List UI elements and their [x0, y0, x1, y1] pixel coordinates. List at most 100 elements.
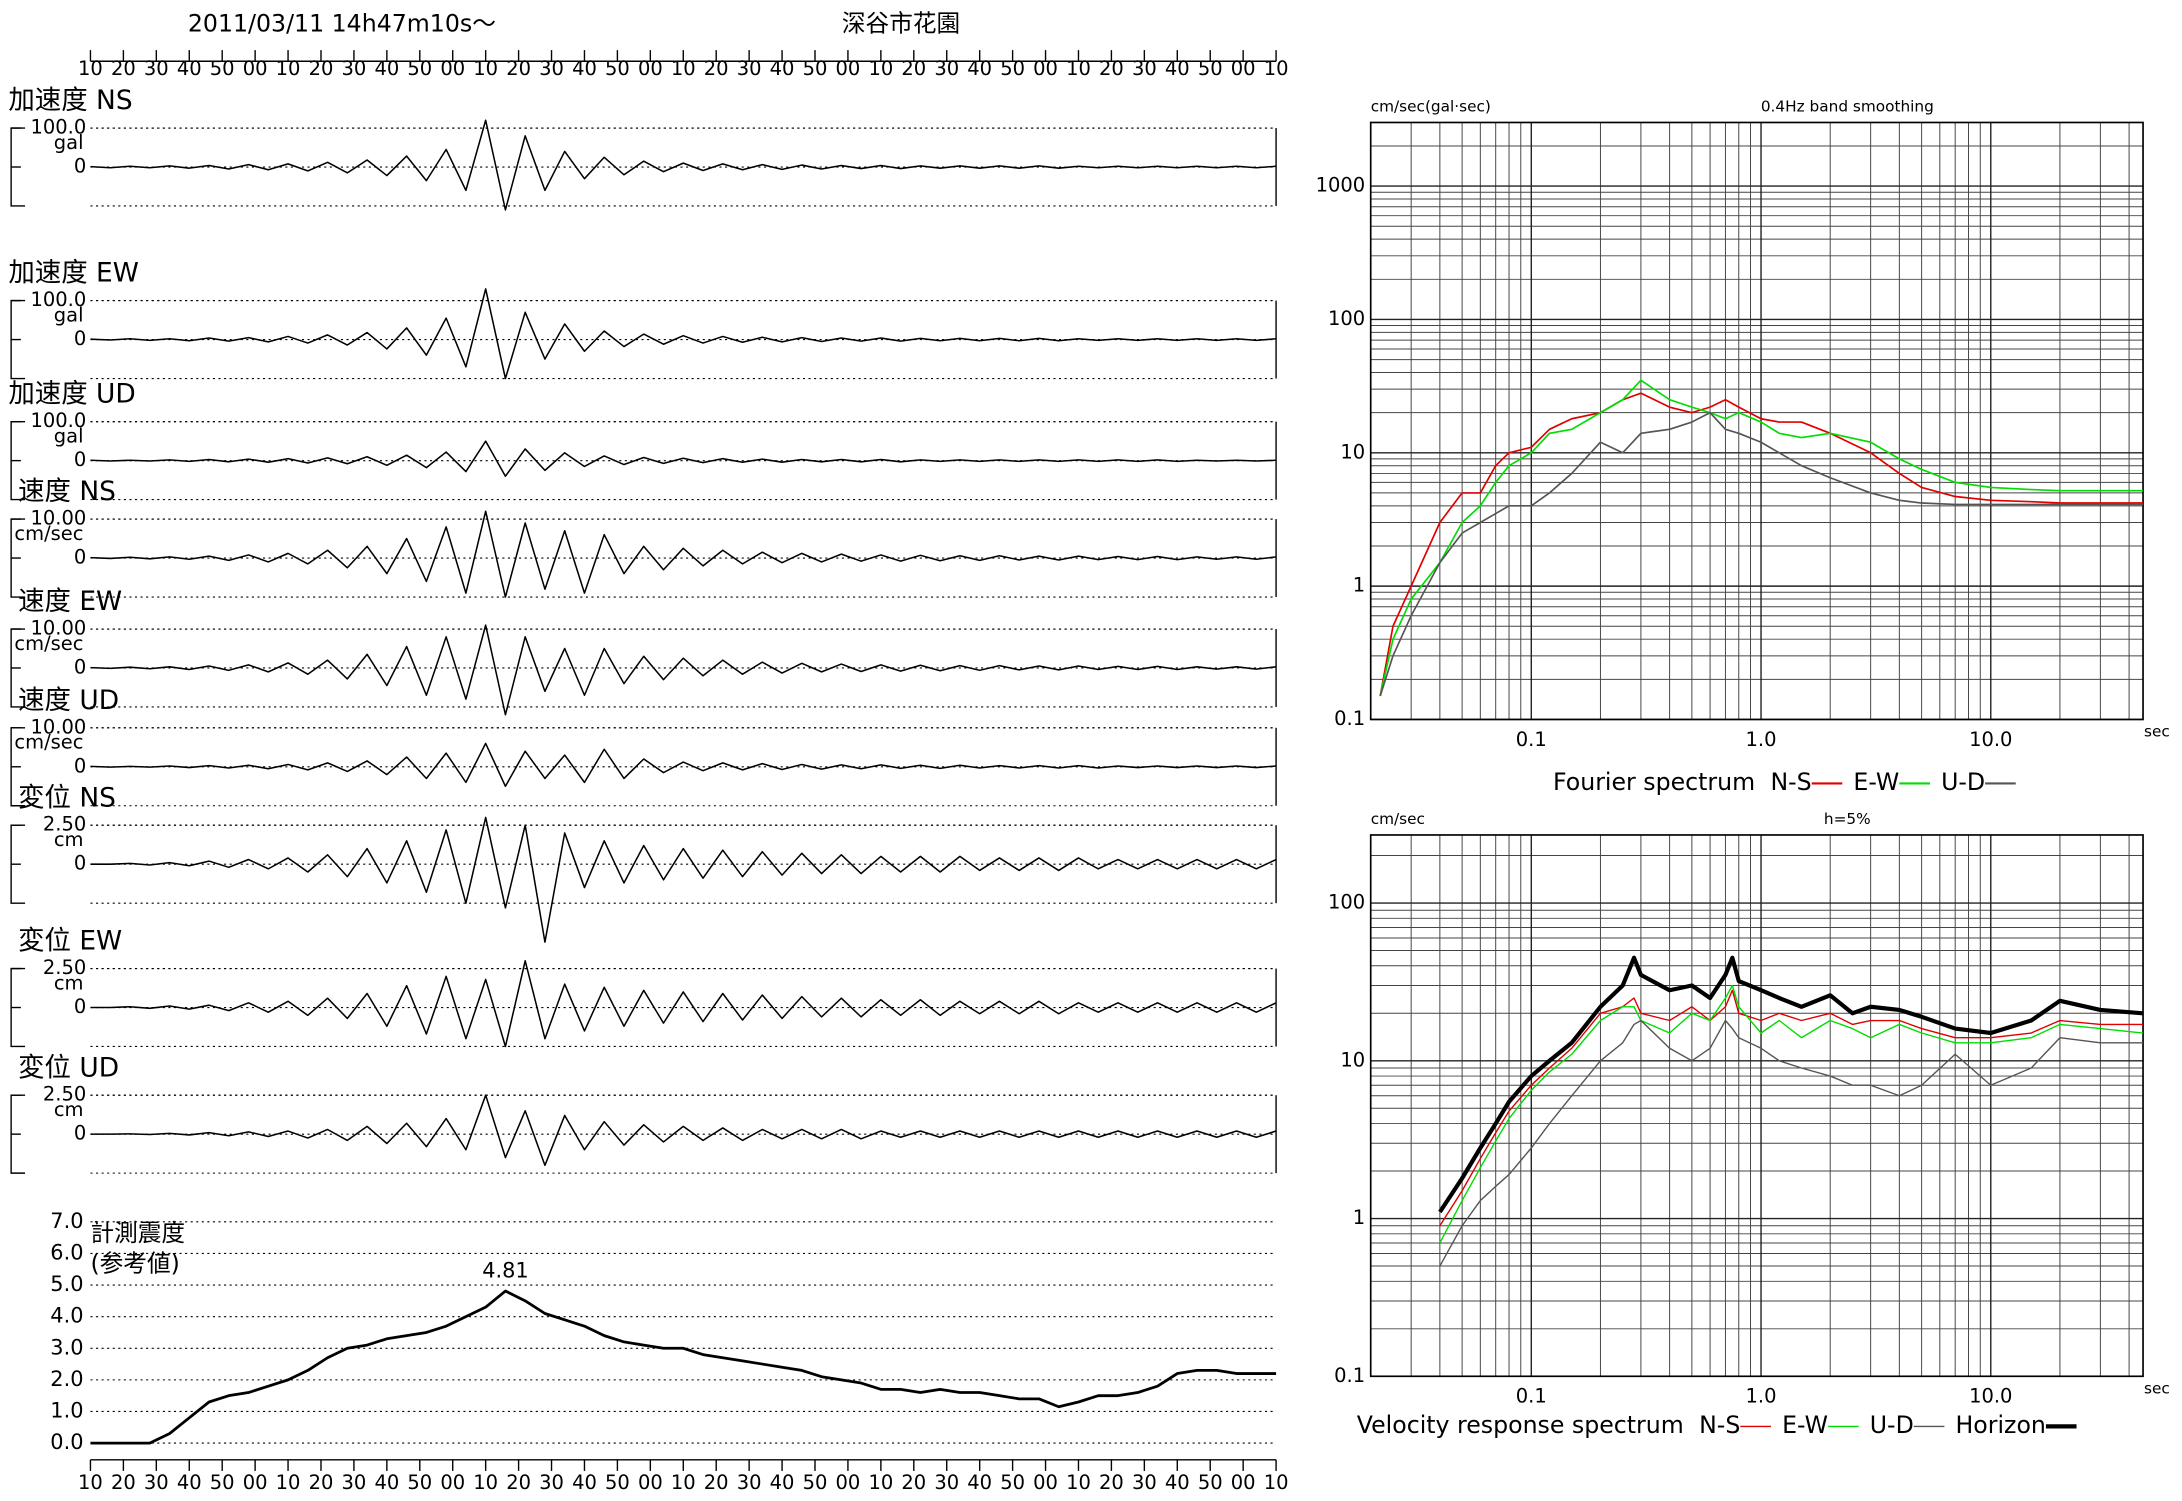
time-tick-label: 30	[737, 1471, 762, 1494]
panel-title: 変位 EW	[18, 926, 122, 957]
time-tick-label: 50	[407, 1471, 432, 1494]
time-tick-label: 50	[1000, 1471, 1025, 1494]
time-tick-label: 10	[868, 57, 893, 80]
waveform	[90, 440, 1277, 477]
y-tick-label: 0	[74, 448, 86, 471]
y-tick-label: 10	[1340, 1048, 1365, 1071]
time-tick-label: 10	[473, 57, 498, 80]
panel-title: 加速度 UD	[8, 379, 135, 410]
panel-subtitle: (参考値)	[90, 1249, 179, 1277]
time-tick-label: 10	[276, 1471, 301, 1494]
y-tick-label: 0.1	[1334, 707, 1365, 730]
y-unit: gal	[54, 303, 84, 326]
time-tick-label: 30	[539, 57, 564, 80]
time-tick-label: 50	[210, 1471, 235, 1494]
time-tick-label: 40	[967, 57, 992, 80]
time-tick-label: 30	[934, 57, 959, 80]
waveform	[90, 288, 1277, 380]
plot-frame	[1369, 834, 2144, 1378]
station-name: 深谷市花園	[842, 10, 960, 38]
time-tick-label: 50	[605, 1471, 630, 1494]
y-axis-label: cm/sec	[1371, 810, 1425, 828]
time-tick-label: 20	[506, 57, 531, 80]
time-tick-label: 50	[803, 57, 828, 80]
legend-title: Velocity response spectrum	[1357, 1411, 1684, 1439]
y-tick-label: 100	[1328, 307, 1365, 330]
time-tick-label: 10	[1264, 57, 1289, 80]
panel-title: 計測震度	[90, 1219, 185, 1247]
time-tick-label: 10	[78, 1471, 103, 1494]
y-tick-label: 0	[74, 327, 86, 350]
time-tick-label: 20	[901, 1471, 926, 1494]
x-axis-unit: sec	[2144, 722, 2170, 740]
time-tick-label: 20	[1099, 57, 1124, 80]
y-tick-label: 4.0	[50, 1304, 83, 1328]
y-tick-label: 0	[74, 655, 86, 678]
y-tick-label: 6.0	[50, 1240, 83, 1264]
panel-title: 速度 UD	[18, 685, 119, 716]
y-tick-label: 10.00	[31, 617, 87, 640]
chart-subtitle: 0.4Hz band smoothing	[1761, 98, 1934, 116]
intensity-line	[90, 1289, 1277, 1445]
time-tick-label: 20	[704, 57, 729, 80]
time-tick-label: 10	[1066, 57, 1091, 80]
time-tick-label: 10	[473, 1471, 498, 1494]
time-tick-label: 20	[309, 1471, 334, 1494]
panel-title: 変位 NS	[18, 782, 116, 813]
time-tick-label: 40	[177, 57, 202, 80]
time-tick-label: 10	[78, 57, 103, 80]
time-tick-label: 20	[309, 57, 334, 80]
y-tick-label: 0.0	[50, 1430, 83, 1454]
y-tick-label: 0	[74, 546, 86, 569]
time-tick-label: 50	[407, 57, 432, 80]
time-tick-label: 00	[243, 57, 268, 80]
panel-title: 速度 EW	[18, 586, 122, 617]
spectrum-line	[1379, 379, 2144, 697]
time-tick-label: 10	[671, 1471, 696, 1494]
peak-annotation: 4.81	[482, 1259, 528, 1283]
x-tick-label: 0.1	[1516, 728, 1547, 751]
legend-label: E-W	[1782, 1411, 1828, 1439]
time-tick-label: 40	[770, 1471, 795, 1494]
time-tick-label: 50	[210, 57, 235, 80]
y-unit: gal	[54, 131, 84, 154]
panel-title: 変位 UD	[18, 1052, 119, 1083]
time-tick-label: 30	[342, 57, 367, 80]
spectrum-line	[1439, 1019, 2144, 1267]
y-unit: cm	[54, 1098, 84, 1121]
y-tick-label: 0	[74, 1122, 86, 1145]
time-tick-label: 00	[638, 57, 663, 80]
waveform	[90, 510, 1277, 598]
y-tick-label: 2.0	[50, 1367, 83, 1391]
time-tick-label: 50	[1198, 57, 1223, 80]
legend-label: U-D	[1870, 1411, 1914, 1439]
y-unit: cm	[54, 971, 84, 994]
waveform	[90, 1094, 1277, 1167]
time-tick-label: 10	[1066, 1471, 1091, 1494]
waveform	[90, 960, 1277, 1048]
y-tick-label: 10.00	[31, 715, 87, 738]
y-tick-label: 0	[74, 852, 86, 875]
time-tick-label: 00	[1231, 1471, 1256, 1494]
time-tick-label: 00	[243, 1471, 268, 1494]
spectrum-line	[1379, 411, 2144, 697]
plot-frame	[1369, 121, 2144, 721]
y-tick-label: 10	[1340, 440, 1365, 463]
time-tick-label: 40	[1165, 57, 1190, 80]
waveform	[90, 119, 1277, 211]
time-tick-label: 50	[803, 1471, 828, 1494]
time-tick-label: 20	[111, 1471, 136, 1494]
y-tick-label: 2.50	[43, 956, 86, 979]
time-tick-label: 00	[440, 1471, 465, 1494]
time-tick-label: 10	[671, 57, 696, 80]
y-unit: cm	[54, 828, 84, 851]
time-tick-label: 20	[111, 57, 136, 80]
y-tick-label: 1.0	[50, 1398, 83, 1422]
time-tick-label: 30	[539, 1471, 564, 1494]
time-tick-label: 40	[572, 57, 597, 80]
x-tick-label: 1.0	[1746, 1385, 1777, 1408]
y-tick-label: 0.1	[1334, 1364, 1365, 1387]
chart-subtitle: h=5%	[1824, 810, 1871, 828]
time-tick-label: 10	[868, 1471, 893, 1494]
